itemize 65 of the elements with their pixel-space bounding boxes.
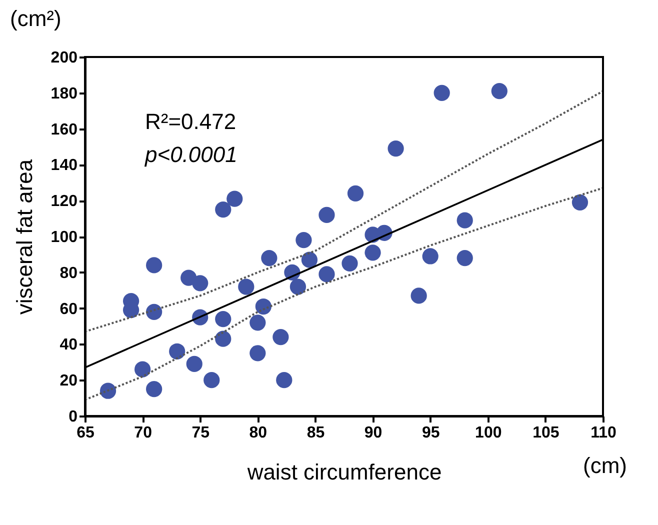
y-axis-title: visceral fat area [12,158,37,315]
x-tick-label: 65 [76,424,94,442]
point [250,314,266,331]
x-tick-label: 110 [590,424,617,442]
y-tick-label: 20 [60,372,78,390]
point [410,288,427,304]
point [204,372,220,388]
y-tick-label: 80 [60,264,78,282]
point [456,250,473,266]
point [146,381,162,398]
x-tick-label: 95 [422,424,440,442]
text: (cm) [583,453,627,478]
x-tick-label: 75 [192,424,210,442]
point [215,311,232,328]
x-tick-label: 90 [364,424,382,442]
point [226,190,243,207]
point [301,252,318,268]
point [276,372,292,388]
point [318,266,335,282]
y-tick-label: 140 [50,157,78,174]
point [186,356,202,372]
y-tick-label: 40 [60,336,78,354]
y-tick-label: 180 [50,85,78,102]
x-axis-title: waist circumference [246,460,442,484]
y-tick-label: 160 [50,121,78,138]
point [290,278,306,295]
point [434,84,450,101]
point [456,212,473,228]
point [255,298,272,315]
point [134,361,151,378]
annotation: p<0.0001 [144,142,238,167]
x-tick-label: 105 [532,424,560,442]
y-tick-label: 0 [68,408,78,426]
x-tick-label: 70 [134,424,152,442]
point [215,202,232,218]
point [388,140,404,157]
point [364,244,381,261]
annotation: R²=0.472 [145,109,236,134]
point [422,248,438,264]
point [318,206,335,224]
point [347,185,364,202]
point [192,275,208,292]
x-tick-label: 100 [475,424,502,442]
line-series [84,90,604,333]
point [215,330,232,347]
point [491,83,508,100]
point [238,278,254,295]
point [250,345,266,362]
point [272,328,289,346]
text: (cm²) [10,6,62,31]
point [100,382,116,399]
point [146,257,162,274]
y-tick-label: 100 [50,229,78,246]
point [572,194,588,210]
point [342,255,358,272]
y-tick-label: 120 [50,193,78,210]
y-tick-label: 60 [60,300,78,318]
line-series [84,187,604,401]
x-tick-label: 85 [306,424,325,442]
y-tick-label: 200 [50,50,78,66]
point [146,304,162,320]
point [296,232,312,248]
x-tick-label: 80 [249,424,268,442]
point [169,343,186,360]
point [261,250,278,266]
